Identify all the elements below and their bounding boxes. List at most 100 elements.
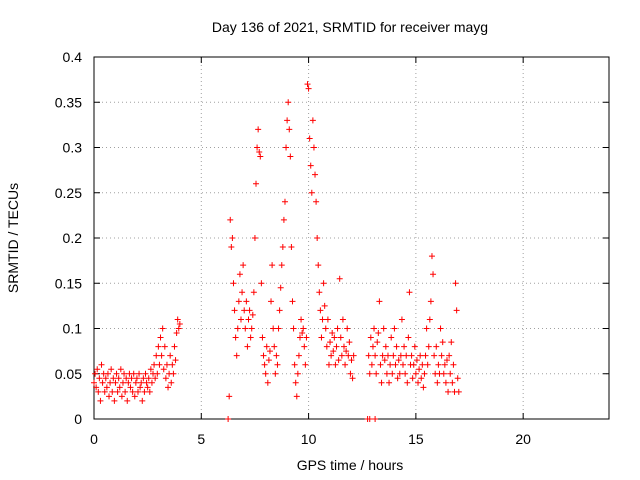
data-point	[137, 384, 144, 391]
data-point	[113, 370, 120, 377]
data-point	[327, 339, 334, 346]
data-point	[278, 262, 285, 269]
data-point	[159, 325, 166, 332]
data-point	[431, 352, 438, 359]
data-point	[419, 361, 426, 368]
data-point	[123, 375, 130, 382]
data-point	[347, 370, 354, 377]
data-point	[151, 361, 158, 368]
data-point	[397, 352, 404, 359]
data-point	[386, 379, 393, 386]
data-point	[248, 325, 255, 332]
data-point	[274, 361, 281, 368]
data-point	[242, 325, 249, 332]
data-point	[375, 330, 382, 337]
data-point	[452, 280, 459, 287]
data-point	[134, 388, 141, 395]
data-point	[426, 316, 433, 323]
data-point	[317, 307, 324, 314]
data-point	[157, 334, 164, 341]
data-point	[389, 370, 396, 377]
data-point	[285, 99, 292, 106]
data-point	[416, 366, 423, 373]
x-axis: 0 5 10 15 20	[90, 57, 531, 447]
data-point	[433, 343, 440, 350]
data-point	[99, 379, 106, 386]
data-point	[408, 352, 415, 359]
data-point	[171, 343, 178, 350]
data-point	[309, 117, 316, 124]
data-point	[106, 393, 113, 400]
data-point	[271, 343, 278, 350]
data-point	[266, 348, 273, 355]
data-point	[104, 370, 111, 377]
data-point	[313, 198, 320, 205]
chart-title: Day 136 of 2021, SRMTID for receiver may…	[212, 19, 488, 35]
data-point	[318, 334, 325, 341]
data-point	[316, 289, 323, 296]
data-point	[247, 334, 254, 341]
data-point	[141, 388, 148, 395]
data-point	[394, 375, 401, 382]
data-point	[306, 135, 313, 142]
data-point	[365, 352, 372, 359]
data-point	[169, 361, 176, 368]
data-point	[454, 375, 461, 382]
data-point	[253, 180, 260, 187]
data-point	[230, 280, 237, 287]
data-point	[434, 379, 441, 386]
y-tick-label: 0.25	[55, 185, 82, 201]
data-point	[448, 339, 455, 346]
data-point	[155, 343, 162, 350]
data-point	[284, 117, 291, 124]
data-point	[297, 334, 303, 341]
data-point	[344, 325, 351, 332]
data-point	[245, 316, 252, 323]
data-point	[289, 298, 296, 305]
data-point	[108, 366, 115, 373]
data-point	[334, 325, 341, 332]
data-point	[417, 352, 424, 359]
data-point	[424, 361, 431, 368]
data-point	[403, 352, 410, 359]
data-point	[170, 370, 177, 377]
data-point	[249, 311, 256, 318]
x-tick-label: 20	[515, 431, 531, 447]
y-tick-label: 0.2	[63, 230, 83, 246]
data-point	[262, 370, 269, 377]
data-point	[261, 361, 268, 368]
data-point	[160, 366, 167, 373]
data-point	[367, 334, 374, 341]
data-point	[415, 379, 422, 386]
data-point	[175, 325, 182, 332]
data-point	[146, 388, 153, 395]
data-point	[335, 357, 342, 364]
data-point	[446, 352, 453, 359]
data-point	[128, 375, 135, 382]
data-point	[260, 352, 267, 359]
data-point	[373, 370, 380, 377]
data-point	[379, 352, 386, 359]
data-point	[244, 343, 251, 350]
data-point	[239, 289, 246, 296]
data-point	[148, 379, 155, 386]
data-point	[92, 370, 99, 377]
data-point	[329, 330, 336, 337]
data-point	[139, 397, 146, 404]
data-point	[345, 352, 352, 359]
x-tick-label: 15	[408, 431, 424, 447]
data-point	[279, 244, 286, 251]
data-point	[273, 352, 280, 359]
data-point	[295, 352, 302, 359]
data-point	[152, 375, 159, 382]
data-point	[339, 316, 346, 323]
data-point	[286, 126, 293, 133]
data-point	[143, 379, 150, 386]
data-point	[144, 384, 151, 391]
data-point	[228, 244, 235, 251]
data-point	[237, 316, 244, 323]
data-point	[392, 361, 399, 368]
data-point	[162, 375, 169, 382]
data-point	[447, 370, 454, 377]
data-point	[263, 343, 270, 350]
